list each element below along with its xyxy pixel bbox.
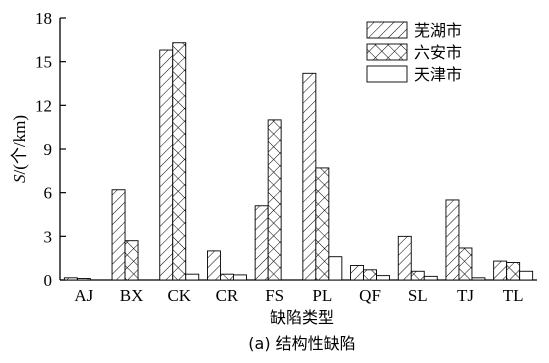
legend-label: 天津市 [414,65,462,84]
chart-caption: (a) 结构性缺陷 [248,334,355,353]
bar-BX-芜湖市 [111,189,126,281]
bar-CK-天津市 [185,273,200,281]
legend-label: 芜湖市 [414,21,462,40]
bar-BX-六安市 [124,240,139,281]
y-tick-label: 12 [35,96,52,115]
bar-PL-六安市 [315,167,330,281]
y-tick-label: 3 [44,227,53,246]
x-tick-label: AJ [74,286,93,305]
y-axis-label: S/(个/km) [10,115,29,183]
legend-swatch [366,21,408,39]
y-tick-label: 9 [44,140,53,159]
x-tick-label: QF [359,286,381,305]
bar-TJ-六安市 [458,247,473,281]
y-tick-label: 15 [35,53,52,72]
bar-QF-天津市 [376,275,390,281]
x-tick-label: BX [120,286,144,305]
x-tick-label: CK [167,286,191,305]
x-axis-categories: AJ BX CK CR FS PL QF SL TJ TL [74,286,523,305]
bar-TJ-天津市 [471,277,486,281]
bar-AJ-芜湖市 [63,277,78,281]
bar-TJ-芜湖市 [445,199,460,281]
legend-label: 六安市 [414,43,462,62]
bar-PL-芜湖市 [302,72,317,281]
x-tick-label: SL [408,286,428,305]
bar-PL-天津市 [328,256,343,281]
x-tick-label: TJ [457,286,474,305]
x-tick-label: FS [265,286,284,305]
x-tick-label: TL [503,286,524,305]
bar-SL-天津市 [423,275,438,281]
bar-CK-六安市 [172,42,187,281]
bar-CR-六安市 [219,273,234,281]
bar-TL-六安市 [506,262,521,281]
x-axis-label: 缺陷类型 [270,308,334,327]
y-tick-label: 6 [44,184,53,203]
y-tick-label: 0 [44,271,53,290]
legend-swatch [366,65,408,83]
legend-swatch [366,43,408,61]
bar-TL-芜湖市 [493,260,508,281]
bar-SL-芜湖市 [397,235,412,281]
bar-FS-六安市 [267,119,282,281]
bar-QF-六安市 [363,269,377,281]
y-axis-ticks: 0 3 6 9 12 15 18 [35,9,66,290]
bar-QF-芜湖市 [350,264,364,281]
bar-AJ-六安市 [76,278,91,281]
bar-TL-天津市 [519,270,534,281]
bar-CK-芜湖市 [159,49,174,281]
bar-SL-六安市 [410,270,425,281]
x-tick-label: PL [312,286,332,305]
bar-CR-芜湖市 [206,250,221,281]
bar-FS-芜湖市 [254,205,269,281]
bars [63,42,534,281]
y-tick-label: 18 [35,9,52,28]
x-tick-label: CR [216,286,239,305]
bar-CR-天津市 [232,274,247,281]
